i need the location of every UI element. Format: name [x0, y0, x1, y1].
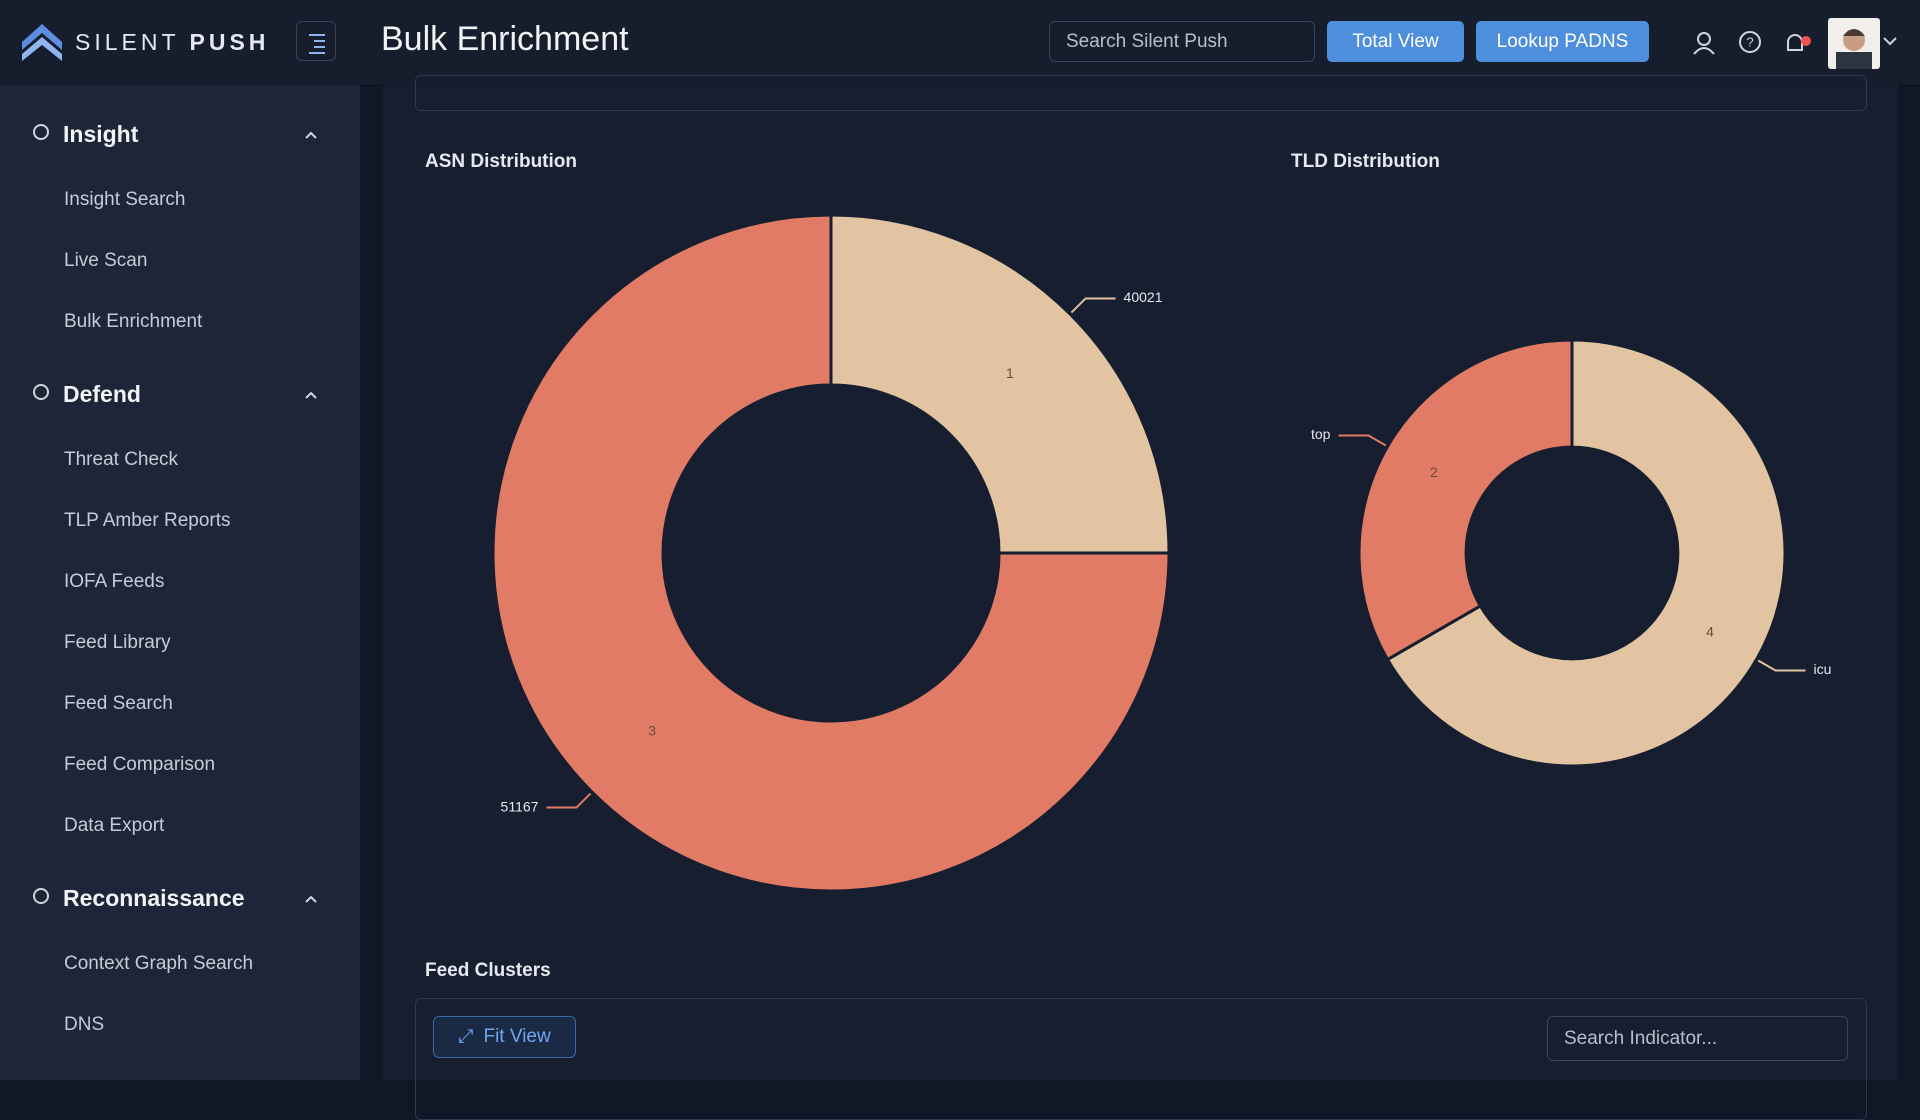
lookup-button[interactable]: Lookup PADNS [1476, 21, 1649, 62]
nav-item[interactable]: Feed Comparison [64, 754, 216, 775]
avatar-caret[interactable] [1882, 34, 1898, 48]
donut-slice[interactable] [491, 213, 1171, 893]
chevron-shape [305, 895, 317, 903]
fit-icon: ⤢ [458, 1026, 474, 1047]
nav-item[interactable]: IOFA Feeds [64, 571, 165, 592]
section-title[interactable]: Reconnaissance [63, 885, 245, 911]
leader-line [1070, 297, 1116, 314]
collapse-chevron[interactable] [303, 893, 319, 905]
total-view-button[interactable]: Total View [1327, 21, 1464, 62]
nav-item[interactable]: Data Export [64, 815, 165, 836]
page-title: Bulk Enrichment [381, 20, 629, 58]
icon-shape [33, 888, 49, 904]
donut-slice[interactable] [829, 213, 1171, 555]
leader-line [1338, 434, 1387, 447]
logo-icon [22, 24, 62, 61]
svg-text:?: ? [1746, 34, 1753, 49]
slice-value-label: 1 [1006, 365, 1014, 381]
collapse-chevron[interactable] [303, 129, 319, 141]
brand-bold: PUSH [189, 29, 270, 55]
donut-slice[interactable] [1385, 338, 1787, 768]
section-icon [33, 888, 49, 904]
indicator-placeholder: Search Indicator... [1564, 1027, 1718, 1049]
nav-item[interactable]: Insight Search [64, 189, 186, 210]
avatar-image [1836, 29, 1872, 69]
nav-item[interactable]: Live Scan [64, 250, 148, 271]
indicator-search[interactable]: Search Indicator... [1547, 1016, 1848, 1061]
chart-title: ASN Distribution [425, 151, 577, 172]
nav-item[interactable]: TLP Amber Reports [64, 510, 231, 531]
charts: ASN Distribution 1 40021 3 51167 TLD Distribu… [425, 151, 1832, 893]
menu-toggle[interactable] [296, 21, 336, 61]
nav-item[interactable]: Threat Check [64, 449, 179, 470]
leader-line [1757, 659, 1806, 672]
feed-clusters-card: ⤢ Fit View Search Indicator... [415, 998, 1867, 1120]
collapse-chevron[interactable] [303, 389, 319, 401]
slice-category-label: top [1311, 426, 1331, 442]
nav-item[interactable]: DNS [64, 1014, 105, 1035]
avatar[interactable] [1828, 18, 1880, 69]
menu-icon [309, 34, 325, 54]
slice-value-label: 3 [648, 723, 656, 739]
brand-light: SILENT [75, 29, 180, 55]
fit-view-button[interactable]: ⤢ Fit View [433, 1016, 576, 1058]
header-icons: ? [1693, 31, 1811, 55]
icon-shape [33, 384, 49, 400]
sidebar: Insight Insight Search Live Scan Bulk Enric… [0, 85, 360, 1080]
section-title: Feed Clusters [425, 960, 551, 981]
nav-item[interactable]: Bulk Enrichment [64, 311, 203, 332]
section-title[interactable]: Defend [63, 381, 141, 407]
section-title[interactable]: Insight [63, 121, 139, 147]
brand: SILENT PUSH [75, 29, 269, 56]
nav-item[interactable]: Feed Library [64, 632, 171, 653]
slice-category-label: 51167 [501, 798, 539, 814]
slice-value-label: 4 [1706, 623, 1714, 639]
section-icon [33, 124, 49, 140]
fit-view-label: Fit View [483, 1026, 551, 1047]
slice-value-label: 2 [1430, 464, 1438, 480]
slice-category-label: 40021 [1124, 289, 1163, 305]
nav-item[interactable]: Context Graph Search [64, 953, 254, 974]
main-panel: ASN Distribution 1 40021 3 51167 TLD Distribu… [383, 75, 1898, 1120]
leader-line [546, 792, 592, 809]
search-input[interactable]: Search Silent Push [1049, 21, 1315, 62]
top-card [415, 75, 1867, 111]
icon-shape [33, 124, 49, 140]
nav-item[interactable]: Feed Search [64, 693, 173, 714]
chevron-shape [305, 391, 317, 399]
chart-title: TLD Distribution [1291, 151, 1440, 172]
slice-category-label: icu [1814, 661, 1832, 677]
header: SILENT PUSH Bulk Enrichment Search Silen… [0, 0, 1920, 86]
chevron-shape [305, 131, 317, 139]
donut-slice[interactable] [1357, 338, 1574, 662]
section-icon [33, 384, 49, 400]
